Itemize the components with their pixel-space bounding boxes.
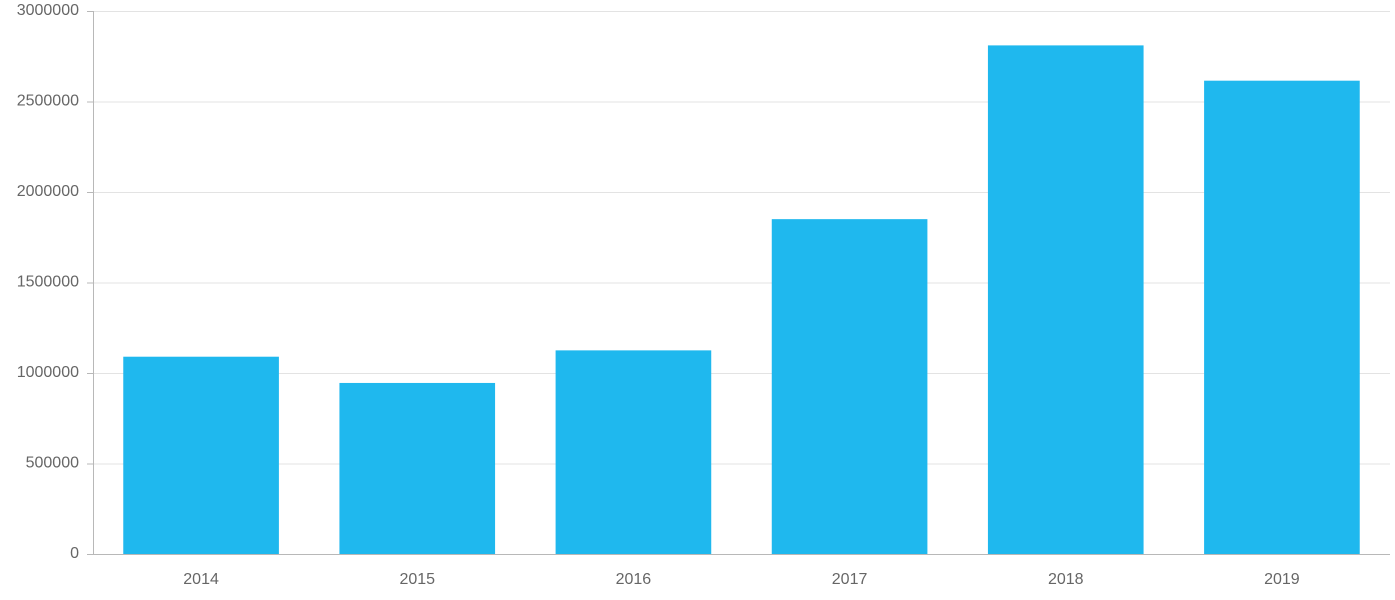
bar-2018[interactable]	[987, 45, 1144, 554]
x-tick-label: 2017	[832, 571, 868, 588]
y-tick-label: 500000	[26, 455, 79, 472]
bar-2015[interactable]	[339, 382, 496, 554]
y-tick-label: 1000000	[17, 364, 79, 381]
x-tick-label: 2014	[183, 571, 219, 588]
y-tick-label: 2500000	[17, 93, 79, 110]
bar-2017[interactable]	[771, 219, 928, 554]
x-tick-label: 2018	[1048, 571, 1084, 588]
bar-2014[interactable]	[123, 356, 279, 554]
bar-2019[interactable]	[1204, 80, 1360, 554]
y-tick-label: 0	[70, 545, 79, 562]
x-tick-label: 2016	[616, 571, 652, 588]
bars	[123, 45, 1360, 554]
x-tick-label: 2019	[1264, 571, 1300, 588]
y-tick-label: 2000000	[17, 183, 79, 200]
x-axis-tick-labels: 2014 2015 2016 2017 2018 2019	[183, 571, 1300, 588]
x-tick-label: 2015	[399, 571, 435, 588]
y-axis-tick-labels: 0 500000 1000000 1500000 2000000 2500000 30000…	[17, 2, 79, 562]
y-tick-label: 3000000	[17, 2, 79, 19]
y-tick-label: 1500000	[17, 274, 79, 291]
axes	[87, 11, 1390, 555]
bar-2016[interactable]	[555, 350, 712, 554]
grid-lines	[93, 11, 1390, 465]
